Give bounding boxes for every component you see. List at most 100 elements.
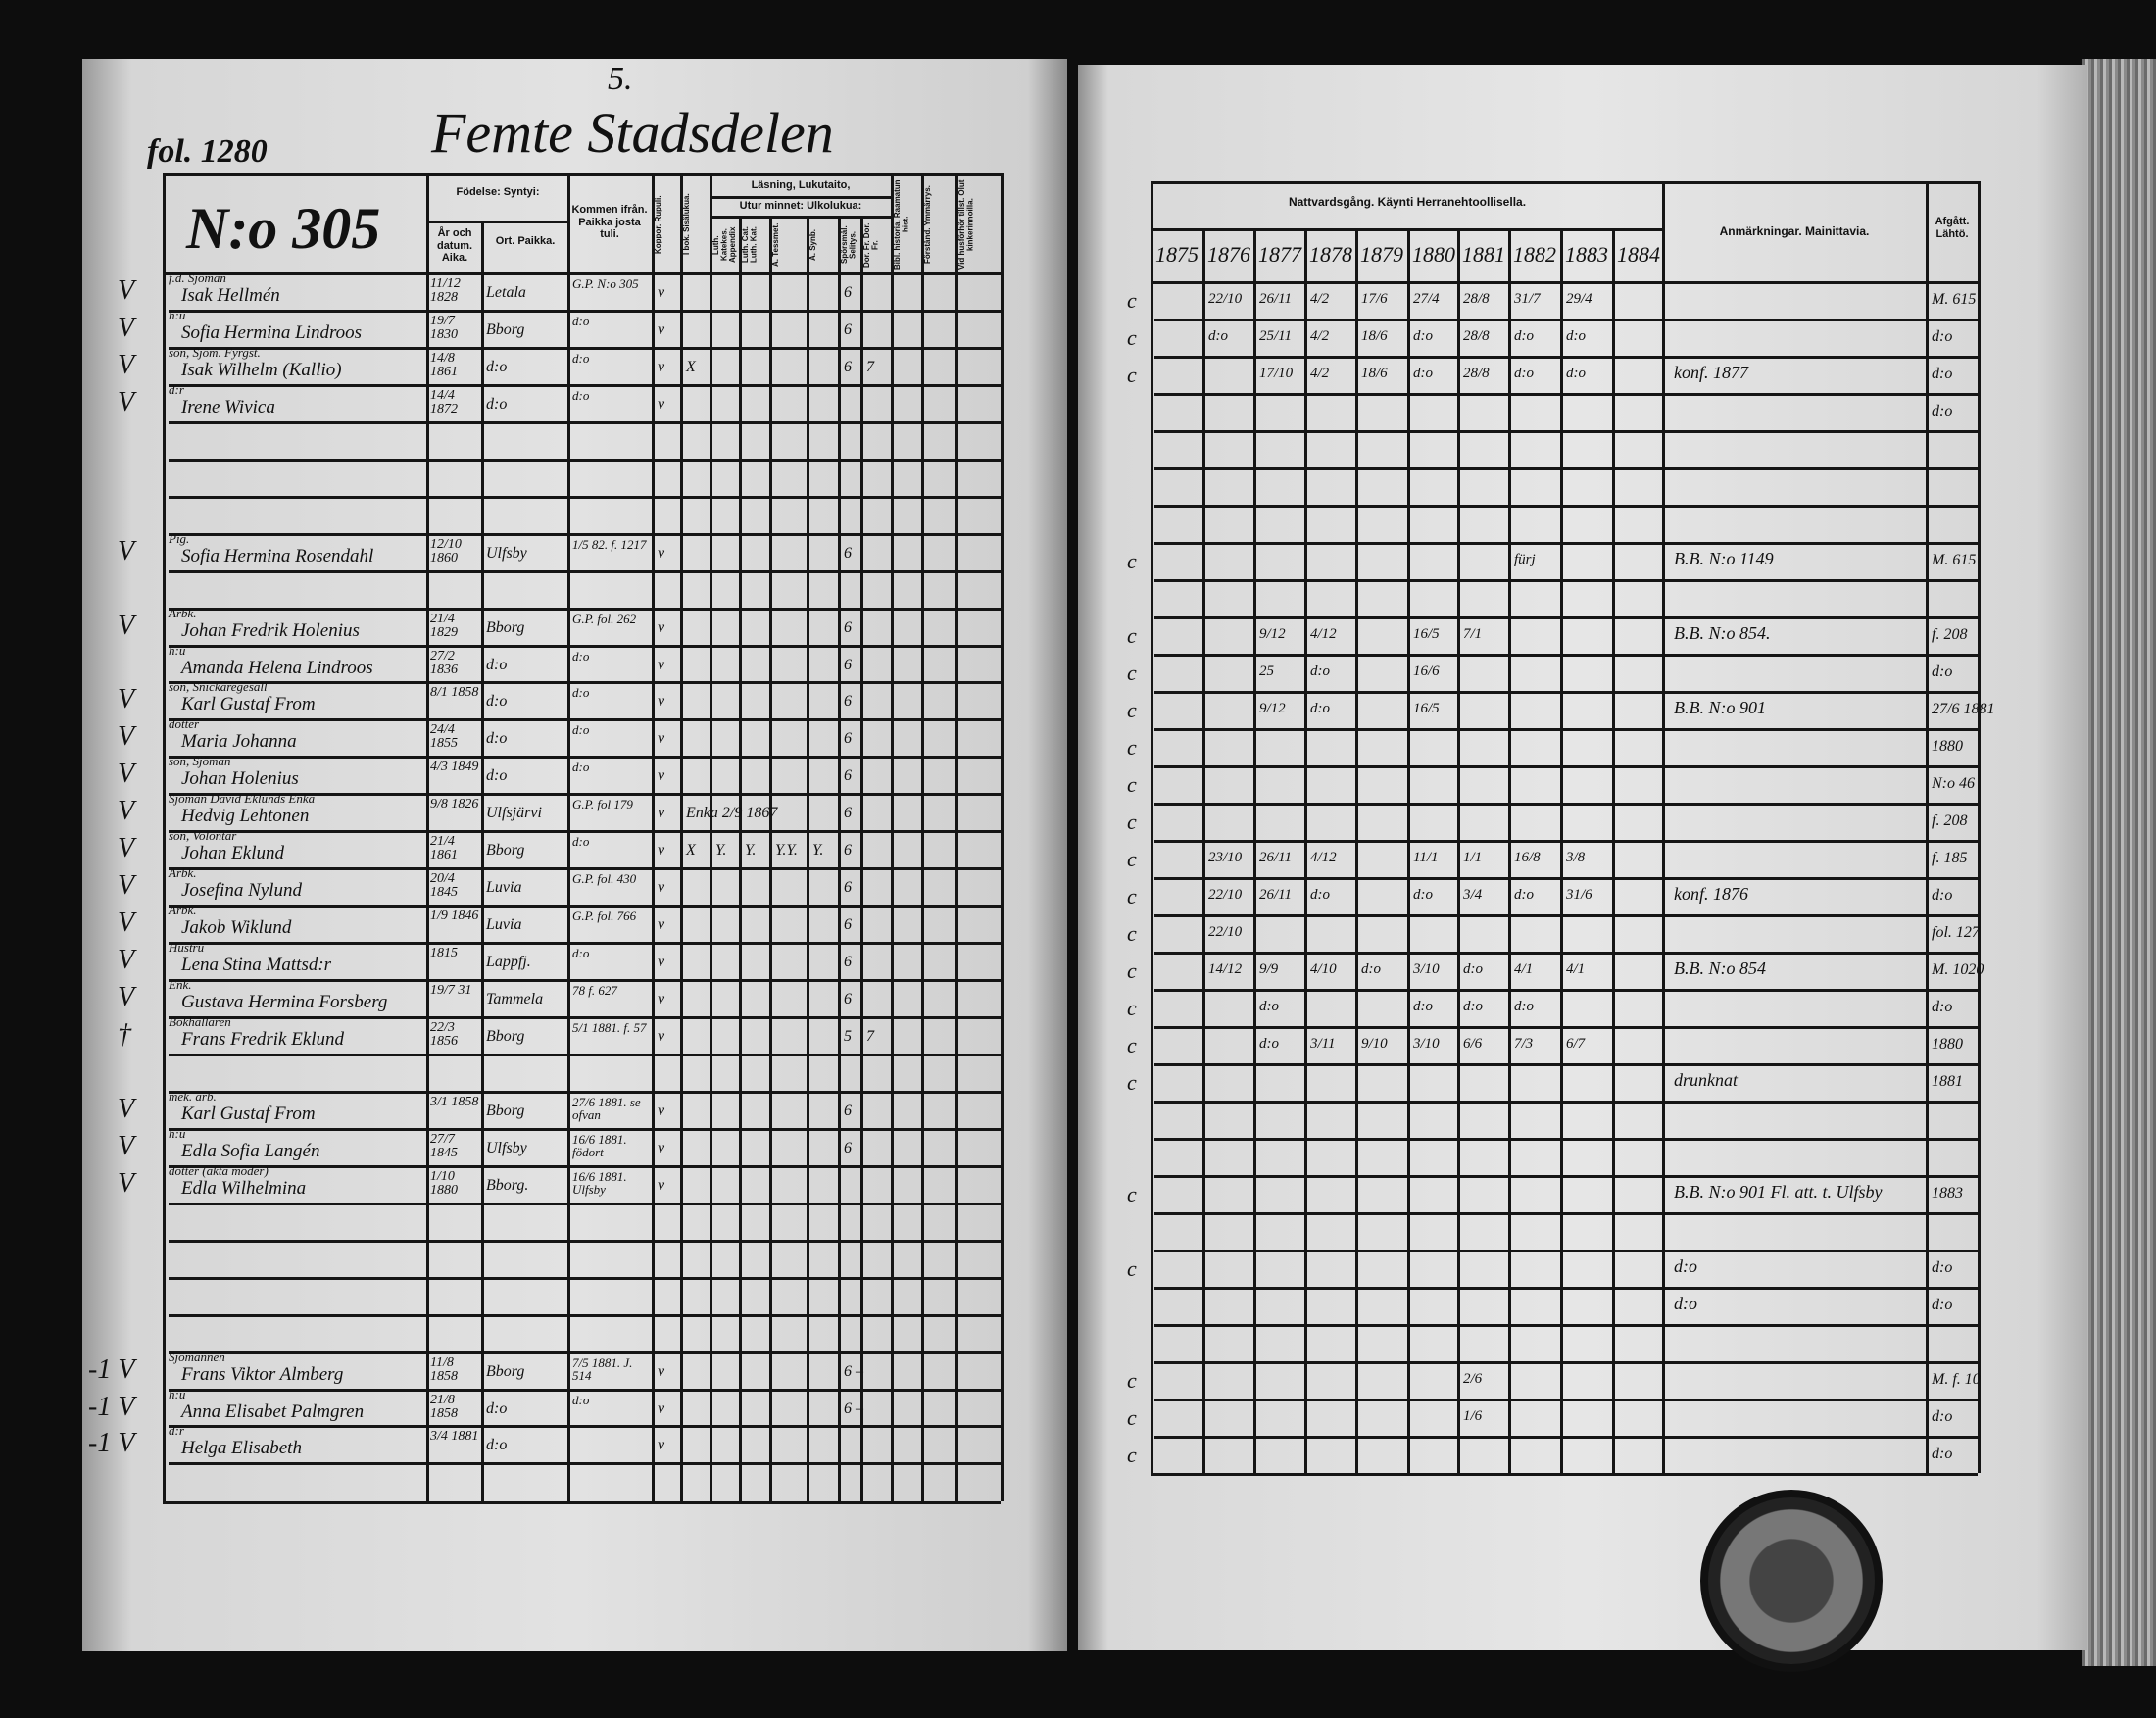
communion-date: 16/5 — [1413, 701, 1440, 716]
communion-row[interactable]: c d:o 25/11 4/2 18/6 d:o 28/8 d:o d:o d:o — [1078, 319, 2087, 356]
header-born: Födelse: Syntyi: — [456, 186, 540, 198]
column-line — [1253, 228, 1256, 1473]
row-line — [1154, 1436, 1978, 1439]
person-row[interactable]: V Pig. Sofia Hermina Rosendahl 12/10 1860 Ul… — [0, 532, 1068, 570]
person-occupation: d:r — [169, 381, 184, 397]
communion-date: d:o — [1208, 328, 1228, 344]
birth-date: 19/7 31 — [430, 983, 472, 999]
communion-date: d:o — [1463, 961, 1483, 977]
communion-row[interactable]: c 23/10 26/11 4/12 11/1 1/1 16/8 3/8 f. 185 — [1078, 840, 2087, 877]
person-row[interactable]: V Arbk. Johan Fredrik Holenius 21/4 1829 Bbo… — [0, 607, 1068, 645]
communion-date: 14/12 — [1208, 961, 1243, 977]
departed: d:o — [1932, 663, 1953, 680]
communion-row[interactable]: c 22/10 26/11 4/2 17/6 27/4 28/8 31/7 29/4 M. 615 — [1078, 281, 2087, 319]
reading-mark: v — [658, 358, 665, 375]
person-row[interactable]: -1 V h:u Anna Elisabet Palmgren 21/8 1858 d:… — [0, 1388, 1068, 1426]
person-name: Karl Gustaf From — [181, 694, 316, 715]
communion-row[interactable]: c 9/12 d:o 16/5 B.B. N:o 901 27/6 1881 — [1078, 691, 2087, 728]
person-row[interactable]: V Arbk. Jakob Wiklund 1/9 1846 Luvia G.P. fol… — [0, 904, 1068, 942]
person-name: Johan Fredrik Holenius — [181, 619, 360, 641]
row-line — [1154, 1324, 1978, 1327]
person-row[interactable]: † Bokhållaren Frans Fredrik Eklund 22/3 185… — [0, 1015, 1068, 1054]
communion-row[interactable]: c 22/10 fol. 127 — [1078, 914, 2087, 952]
person-row[interactable]: V Sjöman David Eklunds Enka Hedvig Lehtone… — [0, 792, 1068, 830]
communion-date: 6/7 — [1566, 1036, 1586, 1052]
communion-row[interactable]: c fürj B.B. N:o 1149 M. 615 — [1078, 542, 2087, 579]
communion-date: d:o — [1310, 887, 1330, 903]
communion-row[interactable]: c d:o 3/11 9/10 3/10 6/6 7/3 6/7 1880 — [1078, 1026, 2087, 1063]
communion-row[interactable]: d:o d:o — [1078, 1287, 2087, 1324]
came-from: d:o — [572, 722, 590, 738]
person-row[interactable]: h:u Amanda Helena Lindroos 27/2 1836 d:o d:o… — [0, 644, 1068, 682]
communion-row[interactable]: c 2/6 M. f. 10 — [1078, 1361, 2087, 1399]
reading-mark: Y.Y. — [775, 842, 798, 859]
column-line — [838, 216, 841, 1501]
communion-date: 16/8 — [1514, 850, 1541, 865]
row-line — [169, 1127, 1001, 1131]
margin-check-mark: V — [118, 833, 135, 864]
departed: f. 208 — [1932, 812, 1968, 829]
row-line — [169, 830, 1001, 834]
person-row[interactable]: V Enk. Gustava Hermina Forsberg 19/7 31 Tamm… — [0, 978, 1068, 1016]
communion-row[interactable]: c 17/10 4/2 18/6 d:o 28/8 d:o d:o konf. 1877 d:o — [1078, 356, 2087, 393]
communion-date: d:o — [1514, 328, 1534, 344]
communion-row[interactable]: c 1/6 d:o — [1078, 1399, 2087, 1436]
communion-row[interactable]: c 25 d:o 16/6 d:o — [1078, 654, 2087, 691]
row-line — [169, 1425, 1001, 1429]
remark: B.B. N:o 854. — [1674, 623, 1771, 643]
year-header-1877: 1877 — [1258, 242, 1301, 267]
communion-date: 31/6 — [1566, 887, 1592, 903]
person-row[interactable]: -1 V d:r Helga Elisabeth 3/4 1881 d:o v — [0, 1424, 1068, 1462]
communion-date: 4/2 — [1310, 328, 1330, 344]
communion-row[interactable]: c 14/12 9/9 4/10 d:o 3/10 d:o 4/1 4/1 B.B. N:o 85… — [1078, 952, 2087, 989]
communion-date: 4/1 — [1514, 961, 1534, 977]
header-reading: Läsning, Lukutaito, — [751, 179, 851, 191]
row-line — [169, 458, 1001, 462]
remark: B.B. N:o 1149 — [1674, 549, 1774, 568]
communion-row[interactable]: c drunknat 1881 — [1078, 1063, 2087, 1101]
reading-mark: 6 — [844, 879, 852, 897]
margin-mark: c — [1127, 549, 1137, 573]
came-from: 16/6 1881. Ulfsby — [572, 1168, 627, 1197]
person-row[interactable]: V Hustru Lena Stina Mattsd:r 1815 Lappfj. d:o… — [0, 941, 1068, 979]
person-row[interactable]: V Arbk. Josefina Nylund 20/4 1845 Luvia G.P. … — [0, 865, 1068, 905]
communion-row[interactable]: c d:o d:o — [1078, 1250, 2087, 1287]
communion-row[interactable]: c 22/10 26/11 d:o d:o 3/4 d:o 31/6 konf. 1876 d:o — [1078, 877, 2087, 914]
communion-row[interactable]: c f. 208 — [1078, 803, 2087, 840]
communion-row[interactable]: c d:o — [1078, 1436, 2087, 1473]
communion-date: 28/8 — [1463, 366, 1490, 381]
person-occupation: Sjömannen — [169, 1349, 225, 1364]
row-line — [1154, 1250, 1978, 1252]
communion-row[interactable]: d:o — [1078, 393, 2087, 430]
came-from: G.P. fol 179 — [572, 797, 633, 812]
communion-row[interactable]: c 9/12 4/12 16/5 7/1 B.B. N:o 854. f. 208 — [1078, 616, 2087, 654]
row-line — [1154, 952, 1978, 955]
archive-stamp — [1700, 1490, 1883, 1672]
person-name: Isak Hellmén — [181, 285, 280, 306]
reading-mark: v — [658, 1139, 665, 1156]
communion-date: 4/12 — [1310, 626, 1337, 642]
column-line — [710, 173, 712, 1501]
communion-row[interactable]: c 1880 — [1078, 728, 2087, 765]
communion-row[interactable]: c d:o d:o d:o d:o d:o — [1078, 989, 2087, 1026]
person-occupation: Arbk. — [169, 865, 197, 881]
departed: 1880 — [1932, 1036, 1963, 1053]
row-line — [169, 867, 1001, 871]
person-row[interactable]: -1 V Sjömannen Frans Viktor Almberg 11/8 18… — [0, 1349, 1068, 1389]
communion-date: 7/1 — [1463, 626, 1483, 642]
header-subcolumn: A. Tessmet. — [772, 222, 780, 268]
rule-line — [426, 221, 567, 223]
communion-row[interactable]: c N:o 46 — [1078, 765, 2087, 803]
communion-row[interactable]: c B.B. N:o 901 Fl. att. t. Ulfsby 1883 — [1078, 1175, 2087, 1212]
